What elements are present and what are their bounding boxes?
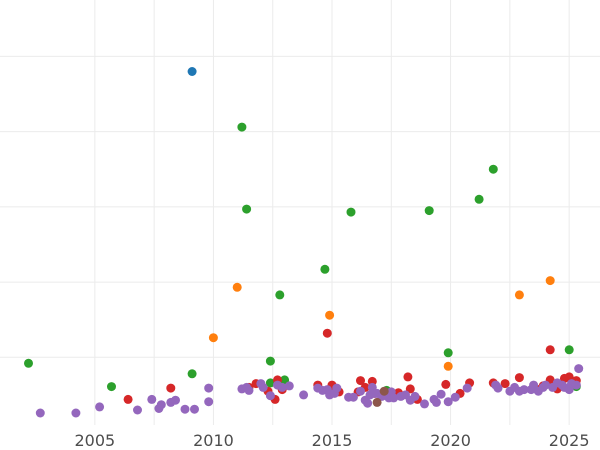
x-tick-label-4: 2025 [549,431,590,450]
point-s2-16 [564,345,574,355]
x-tick-label-3: 2020 [430,431,471,450]
point-s4-18 [265,391,275,401]
point-s4-4 [147,394,157,404]
point-s2-0 [24,358,33,368]
point-s4-71 [571,380,581,390]
point-s2-7 [275,290,285,300]
point-s4-33 [363,398,373,408]
point-s1-3 [443,361,453,371]
x-tick-label-1: 2010 [193,431,234,450]
point-s2-2 [187,369,197,379]
data-points [24,67,584,418]
point-s4-22 [299,390,309,400]
point-s3-30 [545,345,555,355]
point-s2-3 [237,122,247,132]
point-s4-49 [431,397,441,407]
point-s4-2 [95,402,105,412]
point-s4-1 [71,408,81,418]
point-s1-1 [232,282,242,292]
point-s2-4 [242,204,252,214]
point-s3-14 [356,376,365,386]
point-s3-19 [403,372,413,382]
point-s2-6 [265,378,275,388]
point-s4-10 [190,404,199,414]
point-s2-14 [474,194,484,204]
point-s2-9 [320,264,330,274]
x-axis-tick-labels: 2005 2010 2015 2020 2025 [75,431,590,450]
point-s3-1 [166,383,176,393]
point-s4-55 [493,383,503,393]
vertical-minor-gridlines [153,0,511,425]
point-s2-13 [443,348,453,358]
point-s4-0 [35,408,45,418]
point-s4-72 [574,364,584,374]
point-s1-2 [325,310,335,320]
point-s1-5 [545,276,555,286]
point-s4-52 [450,392,460,402]
point-s4-61 [529,380,539,390]
point-s4-20 [277,382,287,392]
point-s1-4 [514,290,524,300]
point-s4-12 [204,397,214,407]
point-s2-5 [265,356,275,366]
point-s4-21 [284,381,294,391]
point-s4-30 [348,392,358,402]
point-s4-31 [356,386,365,396]
point-s3-26 [500,379,510,389]
x-tick-label-0: 2005 [75,431,116,450]
point-s2-15 [488,164,498,174]
point-s4-64 [541,380,550,390]
point-s4-28 [332,383,342,393]
horizontal-gridlines [0,55,600,358]
point-s3-20 [405,384,415,394]
point-s3-27 [514,373,524,383]
point-s4-17 [258,382,268,392]
point-s4-42 [389,393,399,403]
x-tick-label-2: 2015 [312,431,353,450]
point-s2-1 [107,382,116,392]
point-s4-46 [410,391,420,401]
point-s4-59 [519,385,529,395]
point-s2-10 [346,207,356,217]
point-s4-11 [204,383,214,393]
point-s4-6 [156,400,166,410]
point-s3-0 [123,394,133,404]
point-s3-22 [441,379,451,389]
point-s5-0 [372,397,382,407]
point-s5-1 [379,386,389,396]
vertical-gridlines [94,0,570,425]
point-s2-12 [424,206,434,216]
point-s4-8 [171,395,180,405]
point-s4-51 [443,397,453,407]
point-s4-9 [180,404,190,414]
point-s4-47 [420,399,429,409]
point-s4-15 [244,385,254,395]
point-s0-0 [187,67,197,76]
point-s1-0 [208,333,218,343]
point-s3-9 [322,328,332,338]
point-s4-50 [436,389,446,399]
point-s4-3 [133,405,142,415]
point-s4-53 [462,383,472,393]
